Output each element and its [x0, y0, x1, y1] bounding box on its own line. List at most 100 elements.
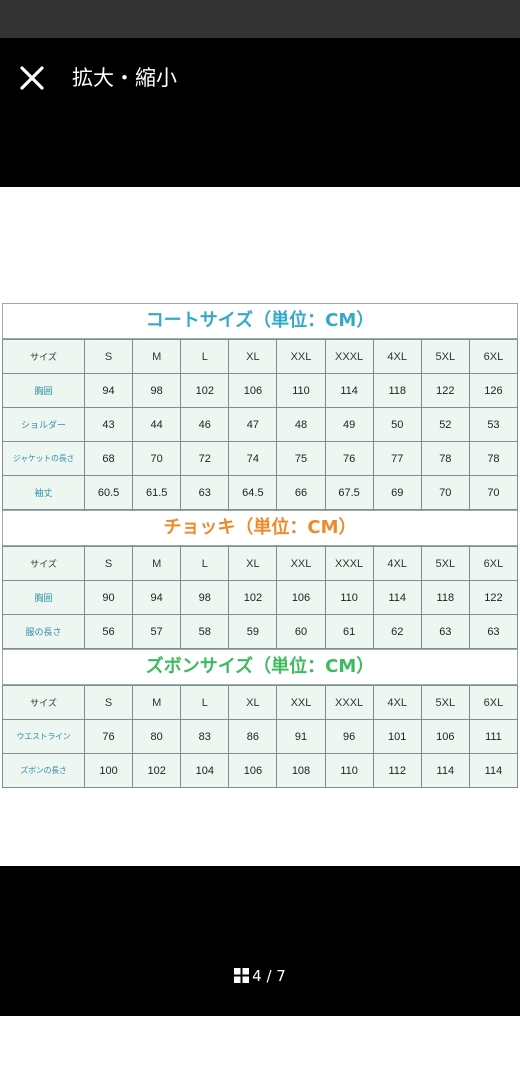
- table-cell: 4XL: [372, 339, 422, 374]
- table-cell: サイズ: [2, 339, 85, 374]
- table-cell: 106: [228, 373, 278, 408]
- table-cell: 122: [420, 373, 470, 408]
- table-cell: 108: [276, 753, 326, 788]
- table-cell: 63: [420, 614, 470, 649]
- table-cell: 50: [372, 407, 422, 442]
- table-cell: 102: [132, 753, 182, 788]
- table-cell: 6XL: [468, 339, 519, 374]
- close-icon: [20, 66, 44, 90]
- viewer-title: 拡大・縮小: [72, 66, 177, 90]
- table-cell: 78: [420, 441, 470, 476]
- table-header-row: サイズ S M L XL XXL XXXL 4XL 5XL 6XL: [2, 685, 519, 720]
- table-cell: 110: [324, 753, 374, 788]
- table-cell: サイズ: [2, 546, 85, 581]
- table-cell: 83: [180, 719, 230, 754]
- table-cell: 104: [180, 753, 230, 788]
- table-cell: 6XL: [468, 685, 519, 720]
- table-cell: 86: [228, 719, 278, 754]
- table-cell: XL: [228, 685, 278, 720]
- table-cell: 62: [372, 614, 422, 649]
- viewer-bottom-bar: 4 / 7: [0, 866, 520, 1016]
- table-cell: 76: [83, 719, 134, 754]
- table-cell: 102: [228, 580, 278, 615]
- table-cell: 101: [372, 719, 422, 754]
- table-cell: 75: [276, 441, 326, 476]
- image-viewer[interactable]: コートサイズ（単位：CM） サイズ S M L XL XXL XXXL 4XL …: [0, 187, 520, 866]
- table-cell: 胸囲: [2, 373, 85, 408]
- table-cell: 袖丈: [2, 475, 85, 510]
- table-cell: ショルダー: [2, 407, 85, 442]
- bottom-navigation-area: [0, 1016, 520, 1080]
- table-cell: ウエストライン: [2, 719, 85, 754]
- table-cell: 111: [468, 719, 519, 754]
- table-cell: 91: [276, 719, 326, 754]
- table-cell: 68: [83, 441, 134, 476]
- table-cell: 5XL: [420, 685, 470, 720]
- table-cell: 98: [180, 580, 230, 615]
- image-counter[interactable]: 4 / 7: [0, 967, 520, 985]
- table-row: 胸囲 94 98 102 106 110 114 118 122 126: [2, 373, 519, 408]
- table-cell: 5XL: [420, 546, 470, 581]
- table-cell: 5XL: [420, 339, 470, 374]
- table-cell: ジャケットの長さ: [2, 441, 85, 476]
- table-cell: XL: [228, 339, 278, 374]
- table-cell: 6XL: [468, 546, 519, 581]
- table-cell: 64.5: [228, 475, 278, 510]
- table-cell: 106: [420, 719, 470, 754]
- table-cell: 94: [83, 373, 134, 408]
- table-cell: 4XL: [372, 685, 422, 720]
- table-cell: 114: [468, 753, 519, 788]
- table-cell: M: [132, 685, 182, 720]
- table-header-row: サイズ S M L XL XXL XXXL 4XL 5XL 6XL: [2, 339, 519, 374]
- table-cell: 90: [83, 580, 134, 615]
- table-cell: 76: [324, 441, 374, 476]
- table-cell: サイズ: [2, 685, 85, 720]
- table-cell: XXL: [276, 546, 326, 581]
- vest-section-title: チョッキ（単位：CM）: [2, 510, 518, 546]
- table-cell: 77: [372, 441, 422, 476]
- table-cell: XXXL: [324, 546, 374, 581]
- table-cell: XXL: [276, 685, 326, 720]
- table-cell: 59: [228, 614, 278, 649]
- table-cell: 110: [276, 373, 326, 408]
- table-cell: 126: [468, 373, 519, 408]
- grid-icon: [234, 968, 250, 983]
- table-cell: 70: [132, 441, 182, 476]
- table-row: 服の長さ 56 57 58 59 60 61 62 63 63: [2, 614, 519, 649]
- table-cell: 53: [468, 407, 519, 442]
- table-cell: 61: [324, 614, 374, 649]
- table-cell: L: [180, 685, 230, 720]
- status-bar: [0, 0, 520, 38]
- size-chart-image: コートサイズ（単位：CM） サイズ S M L XL XXL XXXL 4XL …: [2, 303, 519, 917]
- viewer-top-bar: 拡大・縮小: [0, 38, 520, 187]
- table-row: ウエストライン 76 80 83 86 91 96 101 106 111: [2, 719, 519, 754]
- table-cell: M: [132, 546, 182, 581]
- image-counter-text: 4 / 7: [252, 967, 286, 985]
- table-cell: 98: [132, 373, 182, 408]
- table-cell: 58: [180, 614, 230, 649]
- table-row: ズボンの長さ 100 102 104 106 108 110 112 114 1…: [2, 753, 519, 788]
- pants-size-table: サイズ S M L XL XXL XXXL 4XL 5XL 6XL ウエストライ…: [2, 685, 519, 788]
- table-cell: M: [132, 339, 182, 374]
- table-cell: 66: [276, 475, 326, 510]
- close-button[interactable]: [14, 60, 50, 96]
- table-cell: XXXL: [324, 339, 374, 374]
- table-cell: 48: [276, 407, 326, 442]
- pants-section-title: ズボンサイズ（単位：CM）: [2, 649, 518, 685]
- table-cell: 67.5: [324, 475, 374, 510]
- table-cell: 78: [468, 441, 519, 476]
- table-cell: 118: [372, 373, 422, 408]
- coat-section-title: コートサイズ（単位：CM）: [2, 303, 518, 339]
- table-cell: 106: [228, 753, 278, 788]
- table-cell: S: [83, 339, 134, 374]
- table-cell: 60.5: [83, 475, 134, 510]
- table-row: 袖丈 60.5 61.5 63 64.5 66 67.5 69 70 70: [2, 475, 519, 510]
- table-row: ショルダー 43 44 46 47 48 49 50 52 53: [2, 407, 519, 442]
- table-cell: S: [83, 685, 134, 720]
- coat-size-table: サイズ S M L XL XXL XXXL 4XL 5XL 6XL 胸囲 94 …: [2, 339, 519, 510]
- table-cell: 61.5: [132, 475, 182, 510]
- table-cell: 56: [83, 614, 134, 649]
- table-cell: 43: [83, 407, 134, 442]
- table-cell: 72: [180, 441, 230, 476]
- table-cell: XXXL: [324, 685, 374, 720]
